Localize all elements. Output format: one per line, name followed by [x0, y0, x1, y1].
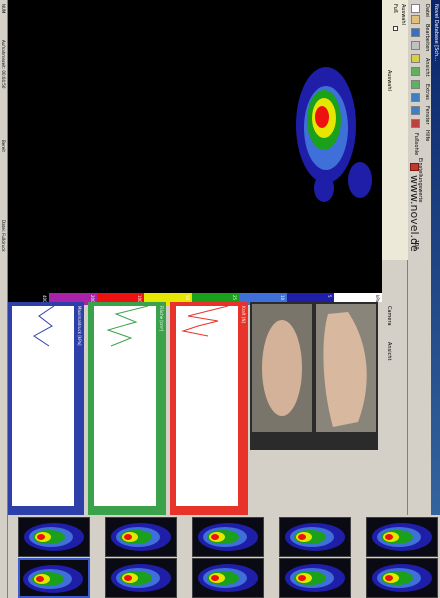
status-num: NUM — [1, 4, 6, 14]
title-bar: Novel Database [Sch... — [431, 0, 440, 598]
option-checkbox[interactable] — [393, 26, 398, 31]
foot-print-icon — [372, 564, 432, 592]
options-button[interactable]: Auswahl — [386, 70, 392, 91]
foot-print-icon — [285, 564, 345, 592]
step-thumbnail[interactable] — [366, 517, 438, 557]
step-thumbnail[interactable] — [105, 517, 177, 557]
color-scale-label: 10 — [280, 295, 285, 301]
foot-side-image — [323, 312, 367, 427]
foot-print-icon — [285, 523, 345, 551]
menu-view[interactable]: Ansicht — [424, 58, 430, 77]
step-thumbnail[interactable] — [192, 558, 264, 598]
menu-extras[interactable]: Extras — [424, 84, 430, 100]
video-svg — [252, 304, 376, 432]
camera-toolbar: Camera Ansicht — [378, 302, 400, 450]
status-time: Aufnahmezeit: 00:04:50 — [1, 40, 6, 89]
graph-title-force: Kraft [N] — [241, 306, 246, 324]
pressure-map-svg — [296, 67, 372, 202]
color-scale-label: 25 — [232, 295, 238, 301]
status-file: Datei: Fußdruck — [1, 220, 6, 252]
novel-logo-icon — [410, 163, 419, 171]
menu-edit[interactable]: Bearbeiten — [424, 24, 430, 52]
chart-icon[interactable] — [411, 93, 420, 102]
menu-window[interactable]: Fenster — [424, 106, 430, 125]
graph-title-peak: Maximaldruck [kPa] — [77, 306, 82, 346]
report-icon[interactable] — [411, 106, 420, 115]
foot-print-icon — [372, 523, 432, 551]
foot-print-icon — [23, 565, 83, 593]
measure-icon[interactable] — [411, 54, 420, 63]
color-scale-label: kPa — [375, 295, 380, 302]
force-plot — [176, 305, 238, 506]
step-thumbnail[interactable] — [279, 517, 351, 557]
step-thumbnails — [0, 515, 440, 598]
brand-url: www.novel.de — [408, 175, 421, 252]
toolbar: Fußsohle Einstellungswerte 100 — [407, 0, 423, 598]
camera-view-button[interactable]: Ansicht — [386, 342, 392, 361]
pressure-map — [2, 0, 382, 293]
foot-print-icon — [111, 564, 171, 592]
record-icon[interactable] — [411, 80, 420, 89]
menu-file[interactable]: Datei — [424, 4, 430, 18]
area-plot — [94, 305, 156, 506]
step-thumbnail[interactable] — [18, 558, 90, 598]
color-scale-label: 50 — [185, 295, 190, 301]
open-icon[interactable] — [411, 15, 420, 24]
video-panel — [250, 302, 378, 450]
new-icon[interactable] — [411, 4, 420, 13]
options-label-2: Fuß — [392, 4, 398, 13]
settings-icon[interactable] — [411, 119, 420, 128]
status-ready: Bereit — [1, 140, 6, 152]
options-panel: Auswahl Fuß Auswahl — [382, 0, 408, 260]
camera-label: Camera — [386, 306, 392, 326]
play-icon[interactable] — [411, 67, 420, 76]
toolbar-options-label: Fußsohle — [413, 133, 419, 156]
analysis-graphs: Kraft [N] Fläche [cm²] Maximaldruck [kPa… — [2, 302, 248, 522]
foot-print-icon — [198, 564, 258, 592]
graph-panel-area: Fläche [cm²] — [88, 302, 166, 522]
menu-help[interactable]: Hilfe — [424, 130, 430, 142]
force-curve — [181, 305, 229, 337]
foot-pressure-blob — [296, 67, 372, 202]
status-bar: NUM Aufnahmezeit: 00:04:50 Bereit Datei:… — [0, 0, 8, 598]
foot-print-icon — [111, 523, 171, 551]
foot-print-icon — [198, 523, 258, 551]
graph-panel-peak: Maximaldruck [kPa] — [6, 302, 84, 522]
step-thumbnail[interactable] — [279, 558, 351, 598]
save-icon[interactable] — [411, 28, 420, 37]
foot-print-icon — [24, 523, 84, 551]
graph-panel-force: Kraft [N] — [170, 302, 248, 522]
print-icon[interactable] — [411, 41, 420, 50]
color-scale-label: 5 — [327, 295, 333, 298]
window-title: Novel Database [Sch... — [433, 4, 439, 62]
options-label-1: Auswahl — [400, 4, 406, 25]
menu-bar: Datei Bearbeiten Ansicht Extras Fenster … — [422, 0, 431, 598]
peak-plot — [12, 305, 74, 506]
step-thumbnail[interactable] — [105, 558, 177, 598]
graph-title-area: Fläche [cm²] — [159, 306, 164, 332]
step-thumbnail[interactable] — [192, 517, 264, 557]
peak-curve — [33, 305, 55, 347]
area-curve — [106, 305, 149, 347]
step-thumbnail[interactable] — [366, 558, 438, 598]
foot-rear-image — [262, 320, 302, 416]
step-thumbnail[interactable] — [18, 517, 90, 557]
